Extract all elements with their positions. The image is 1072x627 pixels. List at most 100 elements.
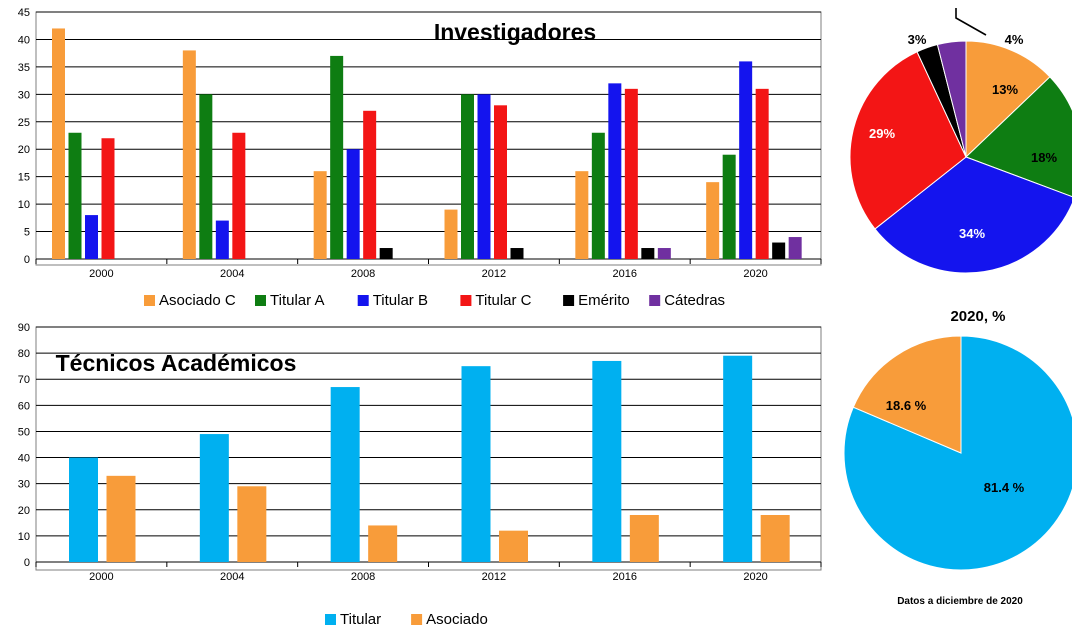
pie-slice-titular-b xyxy=(874,156,1072,274)
y-tick-label: 30 xyxy=(18,479,30,491)
bar-titular-b-2008 xyxy=(346,149,360,259)
investigadores-pie-chart: 13% 18% 34% 29% 3% 4% xyxy=(849,8,1072,274)
bar-titular-a-2004 xyxy=(199,94,213,259)
y-tick-label: 40 xyxy=(18,453,30,465)
tecnicos-bar-chart: 0 10 20 30 40 50 60 70 80 90 2000 2004 2008 2012 2016… xyxy=(18,322,822,627)
bar-emerito-2008 xyxy=(379,248,393,259)
bar-titular-2004 xyxy=(199,434,229,562)
chart-title-investigadores: Investigadores xyxy=(434,19,596,45)
y-tick-label: 10 xyxy=(18,199,30,211)
bar-titular-c-2020 xyxy=(755,88,769,259)
bar-catedras-2020 xyxy=(788,237,802,259)
label-leader-line xyxy=(955,8,987,36)
legend-swatch-catedras xyxy=(649,295,661,306)
legend-label-titular-c: Titular C xyxy=(475,292,531,309)
chart-title-tecnicos: Técnicos Académicos xyxy=(56,350,297,376)
legend-swatch-titular-c xyxy=(460,295,472,306)
pie-label-titular: 81.4 % xyxy=(984,480,1025,495)
pie-label-emerito: 3% xyxy=(908,32,927,47)
bar-asociado-2004 xyxy=(237,486,267,562)
pie-slice-titular-c xyxy=(849,51,967,230)
bar-asociado-c-2000 xyxy=(52,28,65,259)
pie-slice-catedras xyxy=(936,40,967,158)
pie-label-titular-c: 29% xyxy=(869,126,895,141)
pie-label-asociado: 18.6 % xyxy=(886,398,927,413)
bar-asociado-c-2012 xyxy=(444,209,458,259)
y-tick-label: 45 xyxy=(18,7,30,19)
investigadores-bar-chart: 0 5 10 15 20 25 30 35 40 45 2000 2004 2008 2012 2016 2… xyxy=(18,7,822,309)
legend-label-emerito: Emérito xyxy=(578,292,630,309)
pie-label-catedras: 4% xyxy=(1005,32,1024,47)
y-tick-label: 80 xyxy=(18,348,30,360)
y-tick-label: 70 xyxy=(18,374,30,386)
legend-label-catedras: Cátedras xyxy=(664,292,725,309)
x-tick-label: 2000 xyxy=(89,571,113,583)
legend-label-asociado-c: Asociado C xyxy=(159,292,236,309)
bar-titular-c-2000 xyxy=(101,138,115,259)
bar-emerito-2016 xyxy=(641,248,655,259)
y-tick-label: 20 xyxy=(18,505,30,517)
legend-swatch-titular-b xyxy=(357,295,369,306)
bar-titular-c-2016 xyxy=(624,88,638,259)
x-tick-label: 2016 xyxy=(613,268,637,280)
bar-titular-a-2016 xyxy=(591,132,605,259)
pie-label-titular-a: 18% xyxy=(1031,150,1057,165)
bar-asociado-c-2016 xyxy=(575,171,589,259)
y-tick-label: 40 xyxy=(18,34,30,46)
x-tick-label: 2008 xyxy=(351,571,375,583)
bar-titular-c-2004 xyxy=(232,132,246,259)
y-tick-label: 20 xyxy=(18,144,30,156)
legend-label-asociado: Asociado xyxy=(426,611,488,627)
bar-asociado-2016 xyxy=(629,515,659,562)
legend-label-titular-a: Titular A xyxy=(270,292,324,309)
footnote: Datos a diciembre de 2020 xyxy=(897,596,1023,607)
x-tick-label: 2000 xyxy=(89,268,113,280)
bar-asociado-c-2020 xyxy=(706,182,720,259)
x-tick-label: 2008 xyxy=(351,268,375,280)
y-tick-label: 10 xyxy=(18,531,30,543)
x-tick-label: 2020 xyxy=(743,268,767,280)
pie-label-titular-b: 34% xyxy=(959,226,985,241)
y-tick-label: 35 xyxy=(18,62,30,74)
bar-titular-2016 xyxy=(592,360,622,562)
y-tick-label: 30 xyxy=(18,89,30,101)
bar-asociado-2000 xyxy=(106,475,136,562)
legend-swatch-asociado-c xyxy=(144,295,155,306)
legend-swatch-asociado xyxy=(411,614,423,625)
bar-titular-b-2016 xyxy=(608,83,622,259)
bar-titular-c-2012 xyxy=(494,105,507,259)
pie-slice-asociado xyxy=(852,335,962,454)
y-tick-label: 5 xyxy=(24,227,30,239)
bar-catedras-2016 xyxy=(657,248,671,259)
y-tick-label: 15 xyxy=(18,172,30,184)
x-tick-label: 2012 xyxy=(482,268,506,280)
legend-swatch-titular-a xyxy=(255,295,266,306)
bar-titular-b-2020 xyxy=(739,61,753,260)
bar-asociado-c-2008 xyxy=(313,171,327,259)
bar-titular-c-2008 xyxy=(363,110,377,259)
y-tick-label: 90 xyxy=(18,322,30,334)
bar-emerito-2012 xyxy=(510,248,524,259)
pie-label-asociado-c: 13% xyxy=(992,82,1018,97)
y-tick-label: 25 xyxy=(18,117,30,129)
legend-label-titular-b: Titular B xyxy=(373,292,428,309)
bar-titular-a-2000 xyxy=(68,132,82,259)
bar-titular-b-2004 xyxy=(215,220,229,259)
bar-titular-a-2020 xyxy=(722,154,736,259)
bar-titular-2000 xyxy=(69,457,98,562)
x-tick-label: 2016 xyxy=(613,571,637,583)
x-tick-label: 2012 xyxy=(482,571,506,583)
bar-titular-2020 xyxy=(723,355,753,562)
legend-swatch-emerito xyxy=(563,295,575,306)
bar-asociado-2020 xyxy=(760,515,790,562)
y-tick-label: 0 xyxy=(24,254,30,266)
pie-slice-titular xyxy=(843,335,1072,571)
legend-label-titular: Titular xyxy=(340,611,381,627)
y-tick-label: 0 xyxy=(24,557,30,569)
y-tick-label: 60 xyxy=(18,400,30,412)
bar-emerito-2020 xyxy=(772,242,786,259)
y-tick-label: 50 xyxy=(18,426,30,438)
x-tick-label: 2004 xyxy=(220,571,244,583)
bar-titular-2008 xyxy=(330,387,360,562)
